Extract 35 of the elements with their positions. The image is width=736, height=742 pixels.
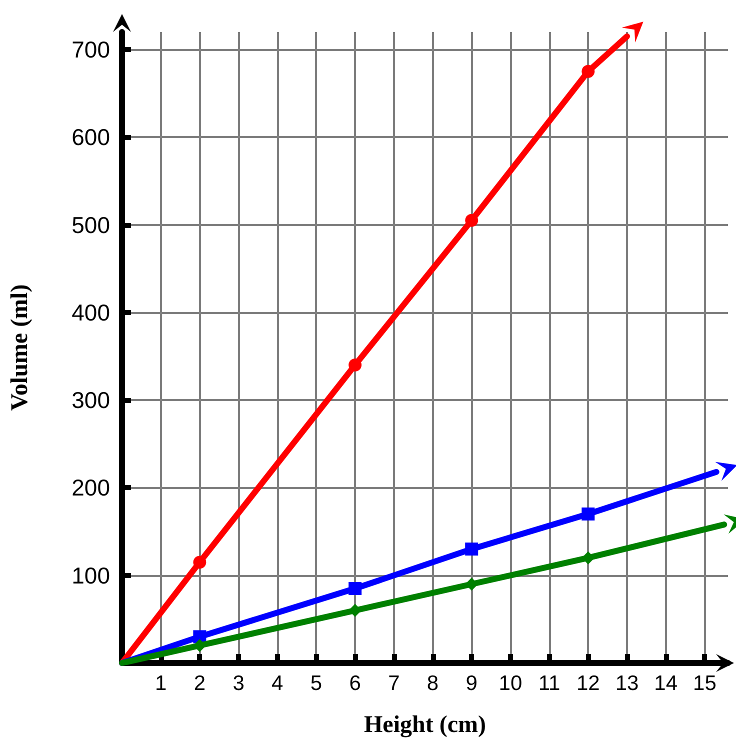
point	[582, 64, 595, 78]
point	[348, 604, 362, 617]
x-tick-label: 13	[615, 672, 639, 695]
y-tick-label: 400	[72, 299, 110, 326]
point	[465, 542, 478, 556]
point	[193, 556, 206, 569]
point	[582, 508, 595, 521]
y-tick-label: 100	[72, 562, 110, 588]
x-tick-label: 15	[693, 672, 716, 695]
x-tick-label: 4	[272, 672, 284, 695]
y-tick-label: 500	[72, 212, 110, 238]
x-tick-label: 10	[498, 672, 522, 695]
x-tick-label: 8	[426, 672, 439, 695]
point	[193, 638, 206, 652]
x-tick-label: 2	[194, 672, 206, 695]
point	[465, 578, 478, 591]
point	[465, 214, 478, 227]
x-tick-label: 11	[538, 672, 560, 695]
point	[348, 358, 362, 372]
y-tick-label: 600	[72, 124, 110, 150]
y-tick-label: 700	[72, 36, 110, 63]
point	[582, 551, 595, 564]
x-tick-label: 7	[388, 672, 400, 695]
x-tick-label: 5	[310, 672, 322, 695]
y-tick-label: 200	[72, 474, 110, 501]
y-tick-label: 300	[72, 387, 110, 414]
x-tick-label: 14	[654, 672, 678, 695]
x-tick-label: 9	[466, 672, 478, 695]
x-tick-label: 12	[576, 672, 600, 695]
x-tick-label: 3	[232, 672, 244, 695]
point	[348, 582, 362, 596]
x-tick-label: 6	[349, 672, 361, 695]
x-tick-label: 1	[155, 672, 167, 695]
y-axis-title: Volume (ml)	[7, 284, 33, 411]
x-axis-title: Height (cm)	[364, 712, 486, 738]
